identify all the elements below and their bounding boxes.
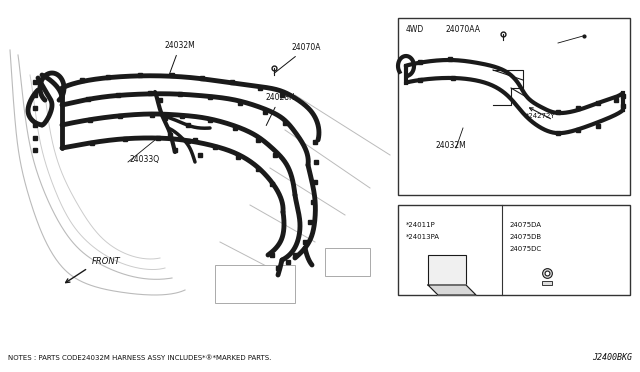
FancyArrowPatch shape (529, 108, 550, 119)
Bar (398, 18, 630, 195)
Text: FRONT: FRONT (92, 257, 121, 266)
Text: 24070AA: 24070AA (446, 25, 481, 34)
Text: 24075DA: 24075DA (510, 222, 542, 228)
Text: 24070A: 24070A (274, 43, 321, 73)
Bar (398, 205, 630, 295)
Text: 24032M: 24032M (436, 141, 467, 150)
Text: *24011P: *24011P (406, 222, 436, 228)
Bar (325, 248, 370, 276)
Text: *24013PA: *24013PA (406, 234, 440, 240)
Text: 24075DC: 24075DC (510, 246, 542, 252)
FancyArrowPatch shape (66, 270, 86, 283)
Text: 24028N: 24028N (265, 93, 295, 125)
Text: 24033Q: 24033Q (130, 155, 160, 164)
Bar (428, 255, 466, 285)
Text: J2400BKG: J2400BKG (592, 353, 632, 362)
Text: 4WD: 4WD (406, 25, 424, 34)
Text: 24075DB: 24075DB (510, 234, 542, 240)
Polygon shape (428, 285, 476, 295)
Text: 24032M: 24032M (164, 41, 195, 76)
Text: NOTES : PARTS CODE24032M HARNESS ASSY INCLUDES*®*MARKED PARTS.: NOTES : PARTS CODE24032M HARNESS ASSY IN… (8, 355, 271, 361)
Bar (215, 265, 295, 303)
Bar (542, 281, 552, 285)
Text: *24272Y: *24272Y (526, 113, 556, 119)
